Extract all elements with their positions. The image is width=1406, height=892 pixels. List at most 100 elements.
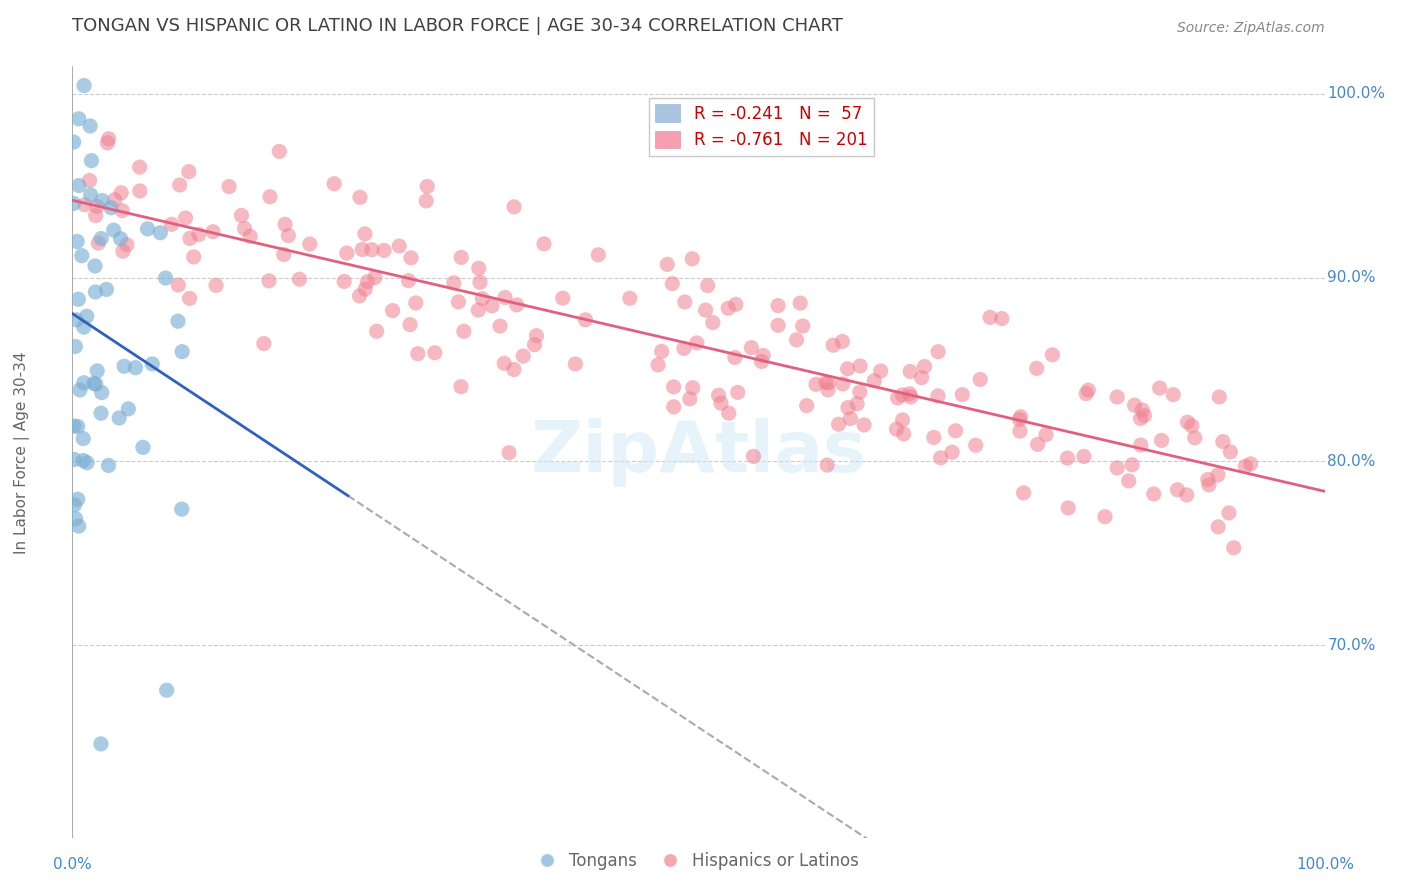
Hispanics or Latinos [1239, 457, 1261, 471]
Hispanics or Latinos [900, 390, 922, 404]
Hispanics or Latinos [349, 190, 371, 204]
Hispanics or Latinos [354, 282, 377, 296]
Tongans [79, 119, 101, 133]
Hispanics or Latinos [886, 391, 908, 405]
Hispanics or Latinos [1166, 483, 1188, 497]
Hispanics or Latinos [886, 422, 908, 436]
Tongans [155, 271, 177, 285]
Hispanics or Latinos [356, 275, 378, 289]
Hispanics or Latinos [1025, 361, 1047, 376]
Hispanics or Latinos [673, 295, 696, 310]
Hispanics or Latinos [849, 385, 872, 400]
Tongans [67, 293, 90, 307]
Tongans [67, 51, 90, 65]
Hispanics or Latinos [891, 388, 914, 402]
Hispanics or Latinos [336, 246, 359, 260]
Hispanics or Latinos [481, 299, 503, 313]
Hispanics or Latinos [751, 354, 773, 368]
Hispanics or Latinos [115, 237, 138, 252]
Hispanics or Latinos [965, 438, 987, 452]
Hispanics or Latinos [814, 376, 837, 390]
Hispanics or Latinos [702, 316, 724, 330]
Hispanics or Latinos [73, 197, 96, 211]
Hispanics or Latinos [742, 450, 765, 464]
Hispanics or Latinos [1234, 459, 1257, 474]
Text: 90.0%: 90.0% [1327, 270, 1376, 285]
Hispanics or Latinos [443, 276, 465, 290]
Tongans [70, 249, 93, 263]
Tongans [132, 441, 155, 455]
Hispanics or Latinos [364, 270, 387, 285]
Hispanics or Latinos [503, 362, 526, 376]
Hispanics or Latinos [1118, 474, 1140, 488]
Tongans [63, 452, 86, 467]
Hispanics or Latinos [167, 278, 190, 293]
Hispanics or Latinos [619, 291, 641, 305]
Hispanics or Latinos [1218, 506, 1240, 520]
Hispanics or Latinos [1073, 450, 1095, 464]
Hispanics or Latinos [333, 274, 356, 288]
Hispanics or Latinos [97, 132, 120, 146]
Tongans [90, 385, 112, 400]
Hispanics or Latinos [84, 209, 107, 223]
Hispanics or Latinos [398, 274, 420, 288]
Hispanics or Latinos [494, 291, 516, 305]
Hispanics or Latinos [1181, 418, 1204, 433]
Hispanics or Latinos [366, 324, 388, 338]
Hispanics or Latinos [804, 377, 827, 392]
Hispanics or Latinos [128, 160, 150, 174]
Hispanics or Latinos [724, 297, 747, 311]
Tongans [103, 223, 125, 237]
Hispanics or Latinos [405, 296, 427, 310]
Hispanics or Latinos [526, 328, 548, 343]
Hispanics or Latinos [1129, 411, 1152, 425]
Hispanics or Latinos [361, 243, 384, 257]
Tongans [84, 285, 107, 299]
Hispanics or Latinos [662, 380, 685, 394]
Text: 70.0%: 70.0% [1327, 638, 1376, 653]
Hispanics or Latinos [349, 289, 371, 303]
Hispanics or Latinos [447, 294, 470, 309]
Hispanics or Latinos [352, 243, 374, 257]
Tongans [62, 196, 84, 211]
Hispanics or Latinos [846, 397, 869, 411]
Tongans [73, 320, 96, 334]
Hispanics or Latinos [498, 446, 520, 460]
Hispanics or Latinos [128, 184, 150, 198]
Hispanics or Latinos [564, 357, 586, 371]
Hispanics or Latinos [588, 248, 610, 262]
Hispanics or Latinos [1008, 412, 1031, 426]
Tongans [110, 232, 132, 246]
Tongans [62, 135, 84, 149]
Tongans [89, 50, 111, 64]
Hispanics or Latinos [911, 370, 934, 384]
Hispanics or Latinos [929, 450, 952, 465]
Hispanics or Latinos [1143, 487, 1166, 501]
Hispanics or Latinos [724, 351, 747, 365]
Tongans [90, 406, 112, 420]
Tongans [90, 231, 112, 245]
Hispanics or Latinos [792, 318, 814, 333]
Hispanics or Latinos [274, 218, 297, 232]
Hispanics or Latinos [707, 388, 730, 402]
Hispanics or Latinos [682, 381, 704, 395]
Hispanics or Latinos [1129, 438, 1152, 452]
Hispanics or Latinos [1208, 390, 1230, 404]
Tongans [167, 314, 190, 328]
Tongans [83, 376, 105, 391]
Hispanics or Latinos [179, 231, 201, 245]
Hispanics or Latinos [273, 247, 295, 261]
Tongans [108, 411, 131, 425]
Hispanics or Latinos [837, 401, 859, 415]
Tongans [136, 222, 159, 236]
Tongans [67, 519, 90, 533]
Tongans [97, 458, 120, 473]
Tongans [76, 456, 98, 470]
Hispanics or Latinos [110, 186, 132, 200]
Hispanics or Latinos [1149, 381, 1171, 395]
Hispanics or Latinos [423, 345, 446, 359]
Hispanics or Latinos [1206, 467, 1229, 482]
Hispanics or Latinos [253, 336, 276, 351]
Hispanics or Latinos [727, 385, 749, 400]
Text: 100.0%: 100.0% [1296, 856, 1354, 871]
